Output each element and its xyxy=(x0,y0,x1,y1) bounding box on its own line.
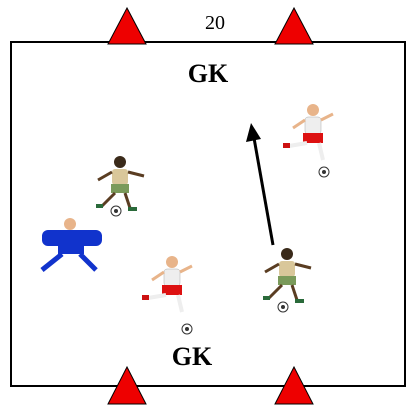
arrowhead xyxy=(246,123,261,142)
keeper xyxy=(40,218,102,272)
goalkeeper-label: GK xyxy=(172,342,213,371)
cone xyxy=(274,365,314,405)
player xyxy=(140,254,194,314)
ball xyxy=(318,166,330,178)
ball xyxy=(277,301,289,313)
player xyxy=(261,246,313,305)
distance-label: 20 xyxy=(205,12,225,34)
field xyxy=(10,41,406,387)
ball xyxy=(181,323,193,335)
player xyxy=(94,154,146,213)
goalkeeper-label: GK xyxy=(188,59,229,88)
cone xyxy=(274,6,314,45)
ball xyxy=(110,205,122,217)
cone xyxy=(107,6,147,45)
arrow xyxy=(252,137,275,246)
player xyxy=(281,102,335,162)
cone xyxy=(107,365,147,405)
